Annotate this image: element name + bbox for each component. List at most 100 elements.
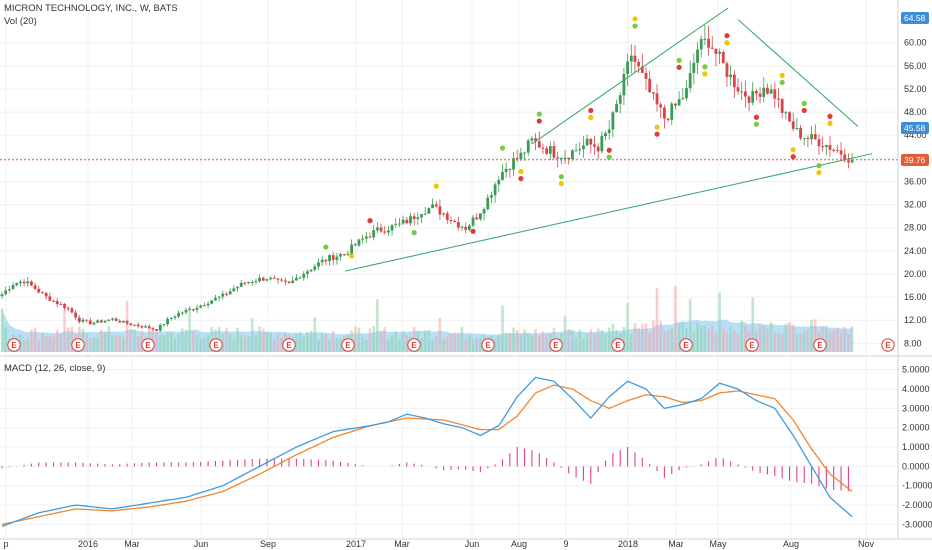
volume-bar	[335, 338, 339, 352]
candle-body	[548, 146, 552, 154]
signal-dot	[499, 145, 506, 151]
volume-bar	[339, 338, 342, 352]
volume-bar	[276, 333, 280, 352]
candle-body	[317, 262, 320, 267]
badge-level-a: 45.58	[901, 122, 929, 134]
candle-body	[33, 285, 37, 289]
candle-body	[762, 87, 766, 97]
candle-body	[729, 74, 733, 78]
volume-bar	[103, 331, 107, 352]
candle-body	[258, 277, 261, 282]
candle-body	[313, 266, 317, 270]
volume-bar	[843, 327, 847, 352]
volume-bar	[699, 325, 703, 352]
macd-tick-label: -1.0000	[902, 481, 932, 491]
candle-body	[85, 319, 89, 321]
volume-bar	[832, 330, 835, 352]
volume-bar	[52, 336, 55, 352]
candle-body	[593, 144, 596, 147]
volume-bar	[324, 333, 328, 352]
candle-body	[269, 277, 273, 280]
signal-dots	[323, 16, 833, 259]
candle-body	[574, 150, 578, 152]
candle-body	[357, 239, 361, 246]
candle-body	[184, 309, 188, 313]
earnings-marker-label: E	[75, 341, 81, 350]
candle-body	[552, 146, 556, 158]
candle-body	[55, 300, 59, 305]
candle-body	[703, 38, 707, 40]
signal-dot	[536, 118, 542, 124]
volume-bar	[464, 338, 467, 352]
volume-bar	[802, 331, 806, 352]
earnings-marker	[209, 338, 223, 352]
candle-body	[777, 98, 780, 100]
candle-body	[350, 244, 353, 254]
candle-body	[519, 152, 523, 159]
volume-bar	[850, 326, 854, 352]
volume-bar	[357, 327, 361, 352]
earnings-marker	[141, 338, 155, 352]
candle-body	[81, 319, 85, 322]
x-tick-label: Aug	[511, 539, 527, 549]
volume-bar	[453, 332, 456, 352]
candle-body	[530, 138, 534, 141]
candle-body	[633, 55, 637, 62]
signal-dot	[632, 16, 638, 22]
candle-body	[644, 72, 648, 79]
candle-body	[707, 38, 710, 48]
volume-bar	[744, 325, 747, 352]
candle-body	[206, 303, 210, 306]
volume-bar	[622, 327, 626, 352]
signal-dot	[790, 147, 796, 153]
candle-body	[618, 95, 622, 104]
candle-body	[63, 304, 66, 309]
candle-body	[250, 281, 254, 283]
x-tick-label: p	[3, 539, 8, 549]
earnings-marker	[282, 338, 296, 352]
candle-body	[320, 259, 324, 263]
price-tick-label: 20.00	[904, 269, 927, 279]
volume-bar	[114, 335, 118, 352]
x-tick-label: Nov	[858, 539, 875, 549]
macd-pane	[1, 376, 853, 527]
candle-body	[247, 281, 250, 283]
macd-tick-label: 5.0000	[902, 365, 930, 375]
volume-bar	[641, 324, 644, 352]
candle-body	[195, 307, 199, 310]
signal-dot	[433, 183, 439, 189]
badge-level-a-text: 45.58	[904, 123, 926, 133]
earnings-marker	[745, 338, 759, 352]
candle-body	[637, 61, 641, 67]
x-tick-label: 2017	[346, 539, 366, 549]
volume-bar	[390, 335, 394, 352]
candle-body	[0, 294, 4, 297]
candle-body	[331, 255, 335, 260]
volume-bar	[696, 322, 699, 352]
candle-body	[37, 288, 41, 293]
signal-dot	[724, 33, 730, 39]
earnings-marker-label: E	[817, 341, 823, 350]
candle-body	[655, 93, 659, 105]
candle-body	[217, 296, 221, 298]
earnings-marker-label: E	[411, 341, 417, 350]
candle-body	[111, 318, 114, 320]
volume-bar	[398, 339, 401, 352]
candle-body	[287, 281, 291, 284]
signal-dot	[558, 181, 564, 187]
signal-dot	[801, 100, 807, 107]
candle-body	[718, 51, 721, 54]
rising-support-trendline	[344, 153, 873, 272]
volume-bar	[122, 337, 125, 352]
volume-bar	[317, 339, 320, 352]
candle-body	[626, 61, 629, 75]
candle-body	[526, 140, 530, 153]
candle-body	[699, 39, 703, 50]
candle-body	[780, 98, 784, 113]
candle-body	[490, 195, 493, 198]
volume-bar	[567, 329, 571, 352]
candle-body	[265, 279, 269, 281]
macd-tick-label: 4.0000	[902, 384, 930, 394]
